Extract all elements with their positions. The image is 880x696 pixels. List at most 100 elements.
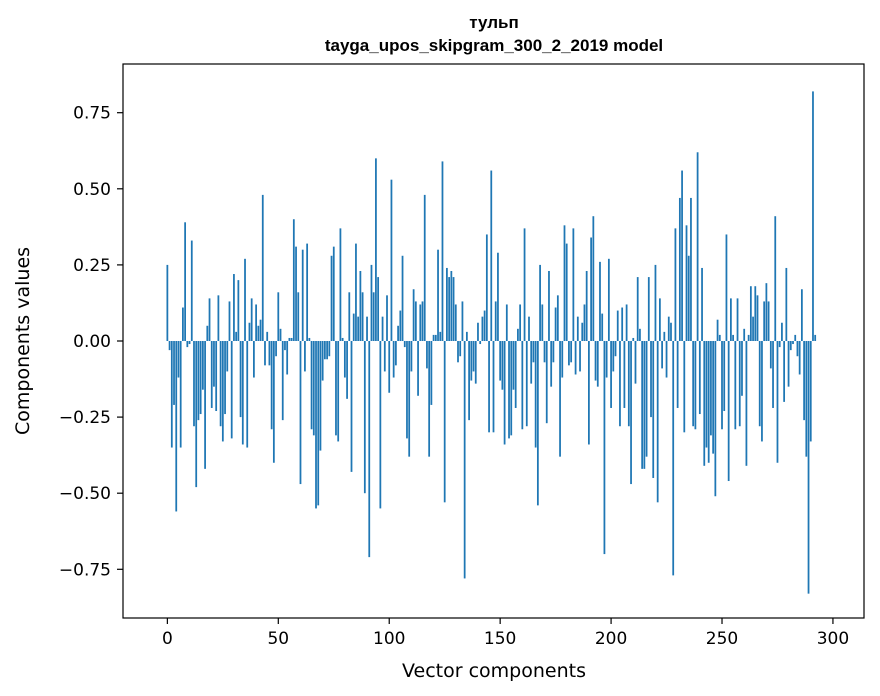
bar-207 [625,304,628,341]
y-tick-label: −0.50 [59,484,111,504]
bar-154 [508,341,510,439]
bar-136 [468,341,470,421]
bar-138 [472,341,475,372]
bar-47 [270,341,273,430]
y-axis-label: Components values [12,247,34,435]
bar-238 [694,341,697,430]
bar-4 [175,341,178,512]
bar-107 [403,341,406,348]
bar-93 [372,292,375,341]
bar-148 [494,301,497,341]
bar-84 [352,313,355,341]
bar-163 [528,316,530,341]
bar-161 [523,228,526,341]
bar-133 [461,301,464,341]
bar-202 [614,341,617,357]
bar-245 [710,341,712,436]
bar-65 [310,341,313,430]
bar-239 [696,152,699,341]
bar-255 [732,334,734,341]
bar-223 [661,341,663,369]
bar-27 [226,341,229,372]
bar-61 [301,249,304,341]
bar-157 [514,341,517,408]
bar-29 [230,341,233,439]
bar-9 [186,341,189,348]
bar-195 [599,261,601,341]
bar-57 [292,219,295,341]
x-tick-label: 300 [817,629,849,649]
bar-169 [541,304,544,341]
bar-261 [745,341,748,466]
bar-127 [448,277,451,341]
bar-82 [348,292,351,341]
bar-30 [233,274,235,341]
bar-1 [168,341,171,351]
bar-208 [627,341,630,427]
bar-92 [370,264,373,341]
bar-12 [193,341,195,427]
bar-24 [219,341,222,427]
bar-113 [417,341,419,396]
bar-250 [721,341,723,430]
bar-70 [321,341,324,381]
bar-89 [363,341,366,494]
bar-131 [457,341,459,363]
bar-190 [588,341,590,445]
bar-51 [279,328,282,341]
bar-254 [730,298,732,341]
bar-204 [619,341,621,427]
bar-278 [783,341,786,402]
bar-45 [266,331,269,341]
bar-214 [641,341,644,469]
bar-225 [665,341,668,378]
bar-260 [743,328,746,341]
bar-100 [388,341,391,393]
x-tick-label: 200 [595,629,627,649]
bar-141 [479,341,482,345]
bar-205 [621,307,624,341]
y-tick-label: −0.75 [59,560,111,580]
bar-269 [763,301,766,341]
bar-280 [787,341,790,387]
bar-123 [439,331,442,341]
bar-183 [572,228,575,341]
bar-83 [350,341,353,472]
bar-247 [714,341,717,497]
bar-216 [645,341,648,457]
bar-122 [437,249,439,341]
bar-182 [570,341,573,363]
bar-63 [306,243,309,341]
bar-170 [543,341,546,363]
bar-259 [741,341,743,396]
bar-48 [272,341,275,463]
bar-281 [789,341,792,351]
bar-115 [421,301,424,341]
bar-140 [477,322,479,341]
bar-267 [758,341,761,427]
bar-6 [179,341,182,448]
bar-198 [605,341,608,378]
bar-210 [632,337,635,341]
bar-244 [707,341,710,463]
bar-54 [286,341,289,375]
bar-20 [210,341,213,408]
bar-17 [204,341,206,469]
bar-34 [241,341,244,445]
bar-81 [346,341,348,399]
bar-203 [616,310,619,341]
bar-109 [408,341,411,457]
bar-125 [443,341,446,503]
x-tick-label: 100 [373,629,405,649]
bar-151 [501,341,504,390]
bar-85 [355,243,357,341]
bar-166 [534,341,537,448]
y-tick-label: 0.00 [73,332,111,352]
y-tick-label: 0.75 [73,104,111,124]
bar-274 [774,216,777,341]
bar-160 [521,341,524,430]
bar-236 [690,197,692,341]
bar-117 [426,341,428,369]
bar-253 [727,341,730,482]
bar-147 [492,341,495,433]
